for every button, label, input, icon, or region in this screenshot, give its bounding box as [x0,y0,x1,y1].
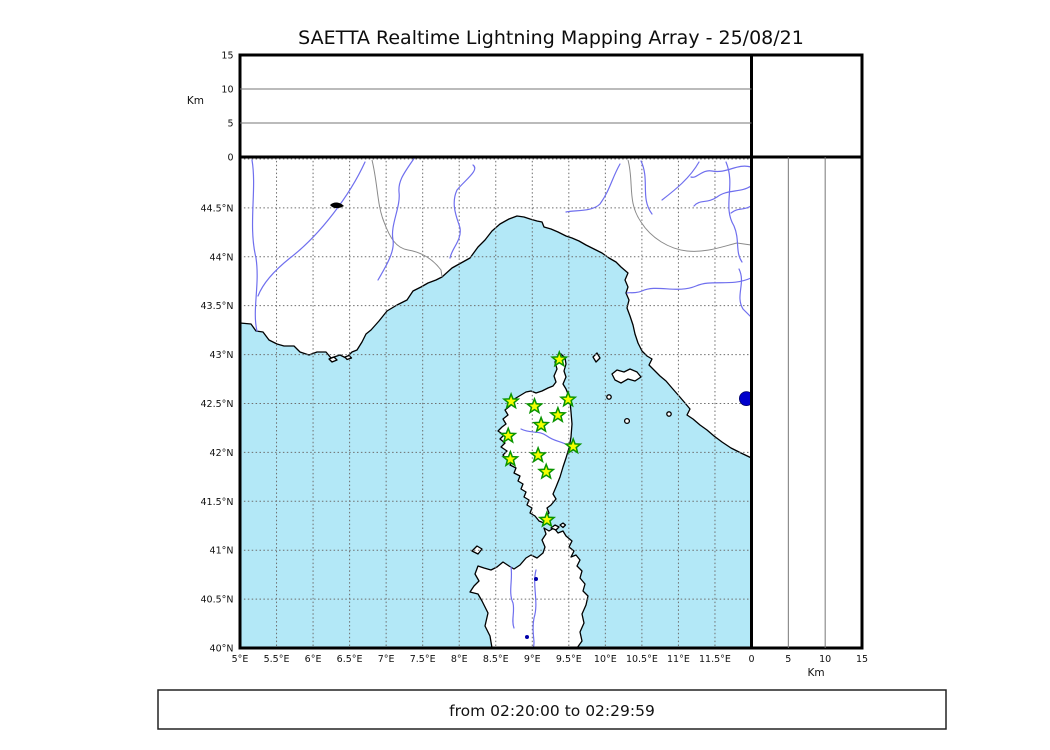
time-range-text: from 02:20:00 to 02:29:59 [449,702,655,720]
altitude-tick-label: 5 [785,654,791,665]
altitude-latitude-panel [750,155,864,650]
altitude-tick-label: 5 [227,119,233,130]
altitude-tick-label: 0 [227,153,233,164]
longitude-tick-label: 9.5°E [556,654,582,665]
sardinia-lake-2 [525,635,529,639]
map-graticule [240,157,752,648]
golo-river [520,428,570,447]
serre-poncon-lake [330,202,344,209]
coghinas-river [510,566,515,629]
latitude-tick-label: 44.5°N [200,203,233,214]
figure-title: SAETTA Realtime Lightning Mapping Array … [298,27,804,49]
altitude-tick-label: 10 [819,654,831,665]
tiber-river [738,268,752,318]
latitude-tick-label: 44°N [210,252,234,263]
durance-river [257,161,366,297]
rhone-river [251,159,258,332]
longitude-tick-label: 7.5°E [410,654,436,665]
po-tributary-3 [725,161,743,263]
latitude-tick-label: 42°N [210,448,234,459]
var-river [377,157,416,281]
lightning-point [739,391,752,406]
longitude-tick-label: 5°E [232,654,249,665]
altitude-tick-label: 15 [856,654,868,665]
longitude-tick-label: 10°E [594,654,617,665]
longitude-tick-label: 6°E [305,654,322,665]
longitude-tick-label: 11.5°E [699,654,731,665]
corner-box [750,53,864,159]
latitude-tick-label: 41°N [210,546,234,557]
longitude-tick-label: 8°E [451,654,468,665]
lightning-points [739,391,752,406]
asinara-island [471,545,483,555]
map-panel [240,157,752,648]
arno-river [626,277,752,294]
maddalena-islands [550,522,567,531]
latitude-tick-label: 40°N [210,644,234,655]
montecristo-island [623,417,631,425]
tirso-river [532,569,537,648]
longitude-tick-label: 11°E [667,654,690,665]
latitude-tick-label: 40.5°N [200,595,233,606]
corsica-island [497,353,573,524]
giglio-island [666,411,672,417]
corner-river-2 [693,185,752,207]
longitude-tick-label: 10.5°E [626,654,658,665]
longitude-tick-label: 9°E [524,654,541,665]
longitude-tick-label: 5.5°E [264,654,290,665]
lakes [330,202,538,639]
time-range-box [157,689,947,730]
latitude-tick-label: 43°N [210,350,234,361]
pianosa-island [606,394,612,400]
sardinia-lake-1 [534,577,538,581]
hyeres-islets [328,354,353,363]
longitude-tick-label: 6.5°E [337,654,363,665]
latitude-tick-label: 41.5°N [200,497,233,508]
elba-island [611,368,642,384]
latitude-tick-label: 43.5°N [200,301,233,312]
sardinia-island [469,527,589,648]
corner-river-3 [730,205,752,214]
po-tributary-2 [661,161,700,201]
longitude-tick-label: 7°E [378,654,395,665]
altitude-unit-label-bottom: Km [807,667,824,679]
corner-river-1 [690,165,752,178]
scrivia-river [565,163,621,213]
altitude-unit-label-left: Km [187,95,204,107]
longitude-tick-label: 8.5°E [483,654,509,665]
altitude-longitude-panel [238,53,753,159]
altitude-tick-label: 10 [221,85,233,96]
altitude-panel-gridlines [240,88,752,124]
alpine-river [449,164,476,259]
po-tributary-1 [640,160,653,215]
altitude-tick-label: 15 [221,51,233,62]
altitude-tick-label: 0 [748,654,754,665]
right-panel-gridlines [787,157,826,648]
axis-tick-labels: 5°E 5.5°E 6°E 6.5°E 7°E 7.5°E 8°E 8.5°E 9°E 9.5°E… [200,51,868,666]
apennine-border [627,159,752,252]
rivers [251,157,752,648]
latitude-tick-label: 42.5°N [200,399,233,410]
